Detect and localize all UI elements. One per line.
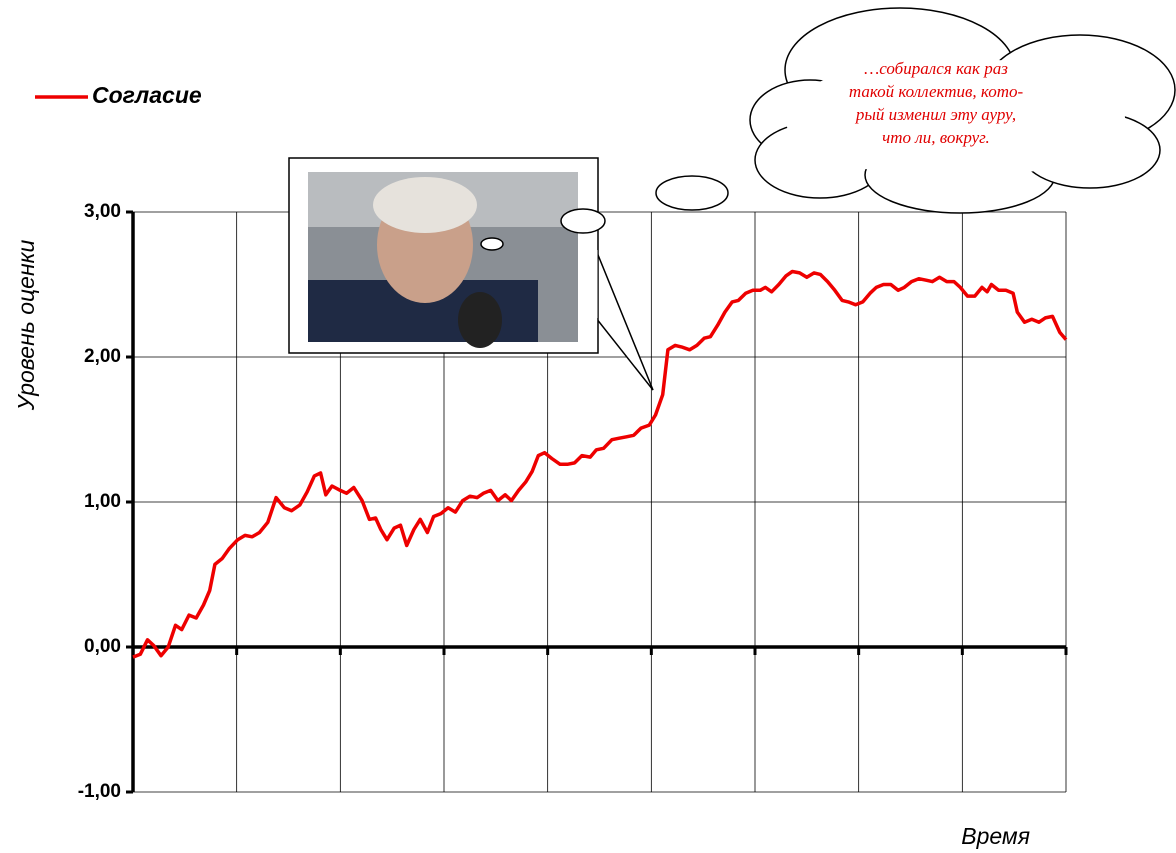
thought-bubble [560,208,606,234]
annotation-layer: Согласие Уровень оценки Время …собирался ка… [13,59,1030,849]
y-tick-label: 0,00 [84,636,121,657]
photo-mic [458,292,502,348]
cloud-text: …собирался как раз [864,59,1008,78]
y-tick-label: 1,00 [84,491,121,512]
x-axis-title: Время [961,823,1030,849]
y-tick-label: 3,00 [84,201,121,222]
y-tick-label: 2,00 [84,346,121,367]
callout-pointer [595,249,654,391]
y-axis-title: Уровень оценки [13,240,39,412]
cloud-text: рый изменил эту ауру, [855,105,1016,124]
photo-callout [288,157,654,391]
cloud-body [785,58,1125,178]
thought-bubble [655,175,729,211]
cloud [749,7,1176,214]
photo-hair [373,177,477,233]
thought-bubble [480,237,504,251]
data-line [132,269,1068,659]
plot-layer: -1,00 0,00 1,00 2,00 3,00 [78,201,1068,802]
cloud-text: такой коллектив, кото- [849,82,1024,101]
legend-label: Согласие [92,82,202,108]
y-tick-label: -1,00 [78,781,121,802]
cloud-text: что ли, вокруг. [882,128,990,147]
